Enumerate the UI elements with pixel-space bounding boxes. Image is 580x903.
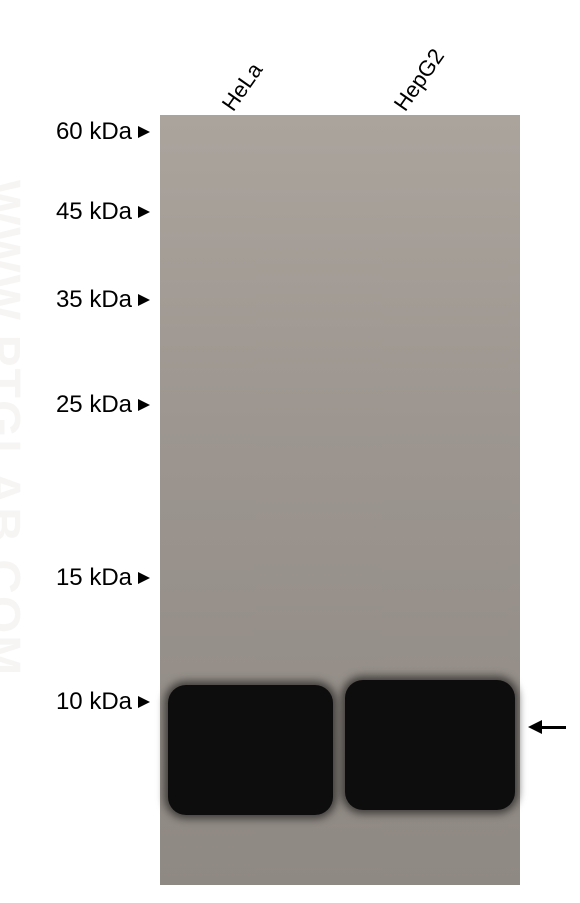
mw-marker-10-kDa: 10 kDa bbox=[56, 688, 132, 716]
watermark-text: WWW.PTGLAB.COM bbox=[0, 180, 30, 677]
mw-marker-15-kDa: 15 kDa bbox=[56, 564, 132, 592]
protein-band-lane-0 bbox=[168, 685, 333, 815]
lane-label-0: HeLa bbox=[217, 58, 268, 116]
lane-label-1: HepG2 bbox=[389, 44, 450, 116]
mw-marker-60-kDa: 60 kDa bbox=[56, 118, 132, 146]
protein-band-lane-1 bbox=[345, 680, 515, 810]
western-blot-figure: HeLa HepG2 60 kDa 45 kDa 35 kDa 25 kDa 15 kDa… bbox=[0, 0, 580, 903]
mw-marker-35-kDa: 35 kDa bbox=[56, 286, 132, 314]
mw-marker-45-kDa: 45 kDa bbox=[56, 198, 132, 226]
mw-marker-25-kDa: 25 kDa bbox=[56, 391, 132, 419]
